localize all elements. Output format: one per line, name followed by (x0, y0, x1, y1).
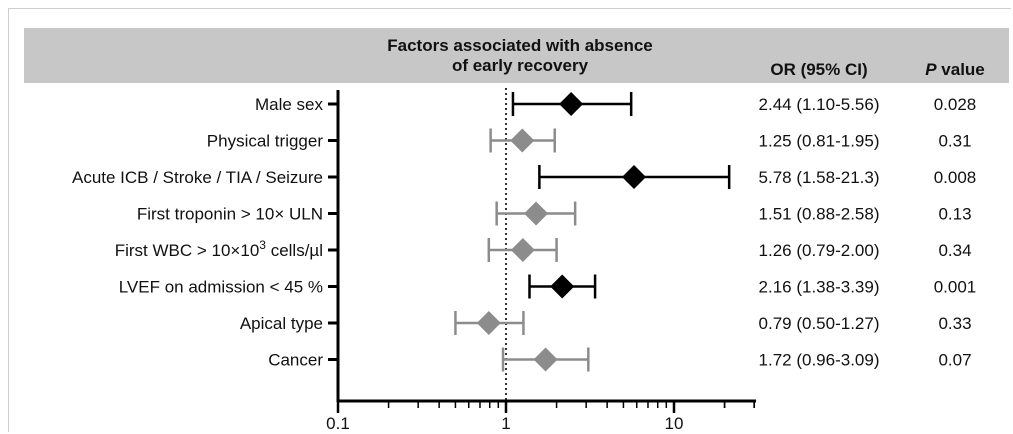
or-ci-value: 1.25 (0.81-1.95) (759, 132, 880, 151)
column-header-factors-line1: Factors associated with absence (387, 36, 653, 55)
p-value: 0.028 (934, 95, 977, 114)
header-band (24, 28, 1009, 83)
row-label-superscript: 3 (259, 238, 266, 252)
row-label: Acute ICB / Stroke / TIA / Seizure (72, 168, 323, 187)
or-diamond (476, 311, 501, 335)
or-ci-value: 2.44 (1.10-5.56) (759, 95, 880, 114)
p-value: 0.13 (938, 205, 971, 224)
column-header-p-rest: value (936, 60, 985, 79)
x-tick-label: 10 (665, 414, 684, 433)
x-tick-label: 1 (501, 414, 510, 433)
row-label: LVEF on admission < 45 % (119, 278, 323, 297)
or-diamond (533, 347, 558, 372)
column-header-factors: Factors associated with absence of early… (330, 36, 710, 76)
row-label: Apical type (240, 314, 323, 333)
row-label: First troponin > 10× ULN (137, 205, 323, 224)
or-ci-value: 0.79 (0.50-1.27) (759, 314, 880, 333)
or-diamond (559, 92, 584, 116)
row-label-suffix: cells/µl (266, 241, 323, 260)
or-ci-value: 1.26 (0.79-2.00) (759, 241, 880, 260)
p-value: 0.34 (938, 241, 971, 260)
p-value: 0.001 (934, 278, 977, 297)
column-header-p: P value (910, 60, 1000, 80)
or-diamond (622, 165, 647, 189)
p-value: 0.31 (938, 132, 971, 151)
or-ci-value: 1.72 (0.96-3.09) (759, 351, 880, 370)
p-value: 0.008 (934, 168, 977, 187)
row-label: Male sex (255, 95, 324, 114)
row-label: Cancer (268, 351, 323, 370)
figure-frame (8, 8, 1011, 432)
p-value: 0.33 (938, 314, 971, 333)
or-diamond (510, 128, 535, 153)
or-diamond (524, 201, 549, 226)
row-label: Physical trigger (207, 132, 324, 151)
column-header-p-italic: P (925, 60, 937, 79)
column-header-factors-line2: of early recovery (451, 56, 589, 75)
p-value: 0.07 (938, 351, 971, 370)
or-ci-value: 2.16 (1.38-3.39) (759, 278, 880, 297)
or-diamond (550, 274, 575, 299)
or-ci-value: 5.78 (1.58-21.3) (759, 168, 880, 187)
or-diamond (510, 238, 535, 262)
or-ci-value: 1.51 (0.88-2.58) (759, 205, 880, 224)
row-label: First WBC > 10×103 cells/µl (115, 238, 323, 260)
x-tick-label: 0.1 (326, 414, 350, 433)
column-header-or: OR (95% CI) (770, 60, 868, 79)
